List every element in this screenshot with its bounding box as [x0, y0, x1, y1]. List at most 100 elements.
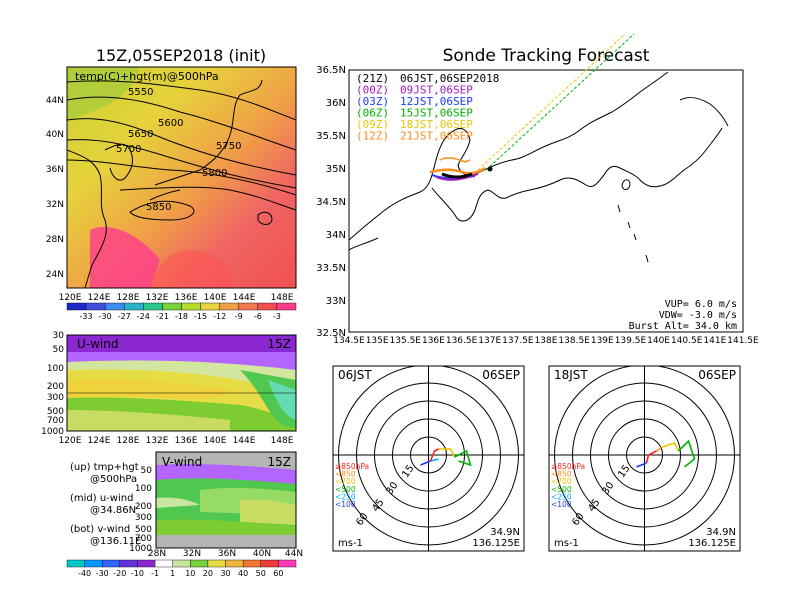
- lat-label: 32N: [46, 200, 64, 210]
- p-label: 100: [47, 364, 64, 374]
- colorbar-cell: [102, 559, 121, 568]
- p-label: 200: [47, 382, 64, 392]
- colorbar-cell: [124, 302, 144, 311]
- lon-label: 140.5E: [671, 336, 703, 346]
- lat-label: 34.5N: [316, 197, 346, 208]
- hodograph-lat: 34.9N: [490, 527, 520, 538]
- v-wind-time: 15Z: [268, 455, 292, 469]
- lon-label: 120E: [59, 293, 82, 303]
- launch-utc: (00Z): [356, 84, 389, 97]
- pressure-legend-item: <500: [335, 485, 356, 494]
- lon-label: 141.5E: [727, 336, 759, 346]
- lon-label: 138E: [535, 336, 558, 346]
- launch-jst: 15JST,06SEP: [400, 107, 473, 120]
- lon-label: 135.5E: [390, 336, 422, 346]
- p-label: 700: [135, 534, 152, 544]
- colorbar-label: -21: [156, 312, 169, 321]
- colorbar-label: -3: [273, 312, 281, 321]
- colorbar-label: -1: [151, 569, 159, 578]
- lon-label: 124E: [88, 293, 111, 303]
- colorbar-cell: [278, 559, 297, 568]
- lon-label: 132E: [146, 436, 169, 446]
- colorbar-label: -18: [175, 312, 188, 321]
- vup-param: VUP= 6.0 m/s: [665, 299, 737, 310]
- legend-mid-2: @34.86N: [90, 505, 136, 516]
- lon-label: 139.5E: [615, 336, 647, 346]
- p-label: 1000: [129, 544, 152, 554]
- colorbar-cell: [66, 559, 85, 568]
- colorbar-label: -6: [254, 312, 262, 321]
- p-label: 500: [47, 407, 64, 417]
- hodograph-date: 06SEP: [482, 368, 520, 382]
- lat-label: 35.5N: [316, 131, 346, 142]
- lat-label: 40N: [46, 130, 64, 140]
- colorbar-cell: [200, 302, 220, 311]
- hodograph-trace: [429, 448, 439, 462]
- lat-label: 34N: [326, 230, 346, 241]
- hodograph-unit: ms-1: [554, 538, 579, 549]
- colorbar-label: -33: [80, 312, 93, 321]
- lat-label: 36N: [46, 165, 64, 175]
- colorbar-label: -12: [213, 312, 226, 321]
- v-pressure-labels: 50 100 200 300 500 700 1000: [129, 466, 152, 554]
- hodograph-trace: [430, 458, 439, 462]
- hodograph-lon: 136.125E: [472, 538, 520, 549]
- right-lat-labels: 36.5N 36N 35.5N 35N 34.5N 34N 33.5N 33N …: [316, 65, 346, 339]
- track-15jst-dashed: [485, 33, 635, 171]
- hodograph-trace: [454, 449, 472, 467]
- launch-jst: 18JST,06SEP: [400, 118, 473, 131]
- burst-param: Burst Alt= 34.0 km: [629, 321, 737, 332]
- pressure-legend-item: <250: [335, 492, 356, 501]
- lat-label: 36N: [326, 98, 346, 109]
- p-label: 100: [135, 484, 152, 494]
- track-09jst: [435, 173, 479, 181]
- launch-site-marker: [487, 166, 493, 172]
- launch-params: VUP= 6.0 m/s VDW= -3.0 m/s Burst Alt= 34…: [629, 299, 737, 332]
- lat-label: 35N: [326, 164, 346, 175]
- p-label: 1000: [41, 427, 64, 437]
- islands: [617, 204, 649, 263]
- hodograph-lat: 34.9N: [706, 527, 736, 538]
- colorbar-cell: [276, 302, 297, 311]
- p-label: 300: [135, 513, 152, 523]
- track-21jst-upper: [439, 157, 471, 163]
- u-pressure-labels: 30 50 100 200 300 500 700 1000: [41, 331, 64, 437]
- coastline: [349, 237, 379, 251]
- left-title: 15Z,05SEP2018 (init): [96, 46, 266, 65]
- colorbar-label: -10: [131, 569, 144, 578]
- p-label: 700: [47, 416, 64, 426]
- lon-label: 132E: [146, 293, 169, 303]
- pressure-legend-item: ≥850hPa: [335, 462, 369, 471]
- hodograph-trace: [677, 439, 696, 468]
- lat-label: 44N: [285, 549, 303, 559]
- p-label: 200: [135, 502, 152, 512]
- launch-utc: (06Z): [356, 107, 389, 120]
- colorbar-cell: [242, 559, 261, 568]
- hodograph-date: 06SEP: [698, 368, 736, 382]
- colorbar-cell: [172, 559, 191, 568]
- legend-up-2: @500hPa: [90, 474, 137, 485]
- lon-label: 134.5E: [333, 336, 365, 346]
- hodograph-trace: [438, 448, 456, 458]
- u-wind-time: 15Z: [268, 337, 292, 351]
- contour-label: 5750: [216, 141, 241, 152]
- colorbar-cell: [84, 559, 103, 568]
- v-lat-labels: 28N 32N 36N 40N 44N: [148, 549, 303, 559]
- p-label: 300: [47, 393, 64, 403]
- colorbar-label: -30: [99, 312, 112, 321]
- launch-legend: (21Z) 06JST,06SEP2018 (00Z) 09JST,06SEP (03Z…: [356, 72, 499, 143]
- colorbar-label: -24: [137, 312, 150, 321]
- hodograph-unit: ms-1: [338, 538, 363, 549]
- colorbar-cell: [238, 302, 259, 311]
- map-label: temp(C)+hgt(m)@500hPa: [75, 70, 219, 83]
- lat-label: 36N: [218, 549, 236, 559]
- lon-label: 141E: [703, 336, 726, 346]
- hodograph-trace: [420, 460, 431, 466]
- legend-bot-2: @136.11E: [90, 536, 141, 547]
- coastline: [679, 96, 729, 127]
- launch-utc: (09Z): [356, 118, 389, 131]
- lat-label: 36.5N: [316, 65, 346, 76]
- u-lon-labels: 120E 124E 128E 132E 136E 140E 144E 148E: [59, 436, 294, 446]
- lon-label: 140E: [204, 436, 227, 446]
- contour-labels: 5550 5600 5650 5700 5750 5800 5850: [116, 87, 241, 213]
